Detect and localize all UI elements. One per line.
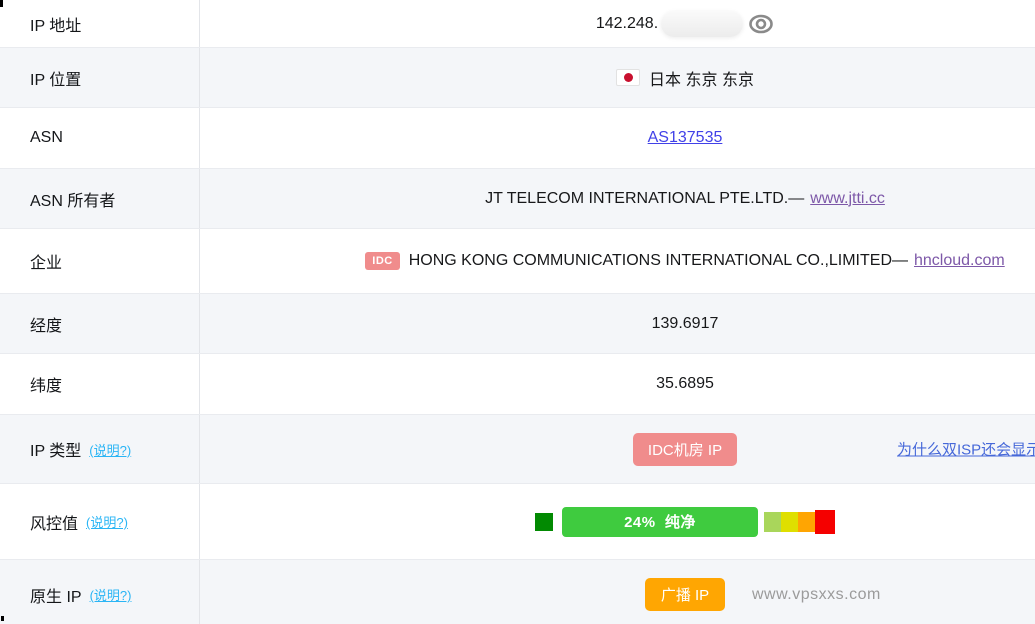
native-ip-help-link[interactable]: (说明?) xyxy=(89,588,132,603)
eye-icon[interactable] xyxy=(748,13,774,35)
label-cell: ASN xyxy=(0,108,200,168)
ip-type-badge: IDC机房 IP xyxy=(632,432,738,466)
idc-badge: IDC xyxy=(365,252,400,270)
table-row-ip-type: IP 类型 (说明?) IDC机房 IP 为什么双ISP还会显示 xyxy=(0,415,1035,484)
screenshot-edge-artifact xyxy=(0,0,3,7)
risk-scale-darkgreen-square xyxy=(535,512,553,531)
enterprise-text: HONG KONG COMMUNICATIONS INTERNATIONAL C… xyxy=(408,252,908,269)
redacted-ip-blur xyxy=(661,10,744,37)
risk-meter: 24% 纯净 xyxy=(535,506,835,537)
value-cell: 139.6917 xyxy=(200,294,1035,353)
row-label-native-ip: 原生 IP xyxy=(30,588,82,606)
risk-scale-orange-square xyxy=(798,511,815,532)
row-label-ip-type: IP 类型 xyxy=(30,443,82,460)
table-row-risk-value: 风控值 (说明?) 24% 纯净 xyxy=(0,484,1035,560)
label-cell: 企业 xyxy=(0,229,200,293)
ip-address-prefix: 142.248. xyxy=(595,14,659,32)
asn-owner-text: JT TELECOM INTERNATIONAL PTE.LTD.— xyxy=(485,189,805,207)
label-cell: IP 地址 xyxy=(0,0,200,47)
table-row-longitude: 经度 139.6917 xyxy=(0,294,1035,354)
value-cell: AS137535 xyxy=(200,108,1035,168)
asn-owner-website-link[interactable]: www.jtti.cc xyxy=(810,189,885,207)
value-cell: 日本 东京 东京 xyxy=(200,48,1035,107)
value-cell: 24% 纯净 xyxy=(200,484,1035,559)
label-cell: ASN 所有者 xyxy=(0,169,200,228)
dual-isp-question-link[interactable]: 为什么双ISP还会显示 xyxy=(897,441,1035,459)
risk-scale-lightgreen-square xyxy=(764,511,781,532)
label-cell: 风控值 (说明?) xyxy=(0,484,200,559)
value-cell: 35.6895 xyxy=(200,354,1035,414)
row-label-enterprise: 企业 xyxy=(30,255,63,272)
row-label-ip-address: IP 地址 xyxy=(30,17,82,35)
risk-score-pill: 24% 纯净 xyxy=(562,506,758,537)
label-cell: 纬度 xyxy=(0,354,200,414)
row-label-asn-owner: ASN 所有者 xyxy=(30,192,116,210)
table-row-enterprise: 企业 IDC HONG KONG COMMUNICATIONS INTERNAT… xyxy=(0,229,1035,294)
row-label-asn: ASN xyxy=(30,129,63,146)
label-cell: IP 类型 (说明?) xyxy=(0,415,200,483)
value-cell: 142.248. xyxy=(200,0,1035,47)
value-cell: IDC HONG KONG COMMUNICATIONS INTERNATION… xyxy=(200,229,1035,293)
ip-address-value: 142.248. xyxy=(595,10,774,37)
row-label-ip-location: IP 位置 xyxy=(30,71,82,89)
longitude-value: 139.6917 xyxy=(651,314,719,332)
risk-value-help-link[interactable]: (说明?) xyxy=(86,515,128,530)
site-watermark: www.vpsxxs.com xyxy=(752,585,881,603)
label-cell: 经度 xyxy=(0,294,200,353)
ip-type-help-link[interactable]: (说明?) xyxy=(89,442,132,458)
enterprise-website-link[interactable]: hncloud.com xyxy=(914,252,1005,269)
table-row-native-ip: 原生 IP (说明?) 广播 IP www.vpsxxs.com xyxy=(0,560,1035,624)
value-cell: IDC机房 IP 为什么双ISP还会显示 xyxy=(200,415,1035,483)
label-cell: 原生 IP (说明?) xyxy=(0,560,200,624)
table-row-ip-address: IP 地址 142.248. xyxy=(0,0,1035,48)
table-row-latitude: 纬度 35.6895 xyxy=(0,354,1035,415)
risk-scale-yellow-square xyxy=(781,511,798,532)
value-cell: 广播 IP www.vpsxxs.com xyxy=(200,560,1035,624)
value-cell: JT TELECOM INTERNATIONAL PTE.LTD.— www.j… xyxy=(200,169,1035,228)
risk-scale-red-square xyxy=(815,509,835,534)
asn-link[interactable]: AS137535 xyxy=(647,129,723,146)
ip-location-value: 日本 东京 东京 xyxy=(649,71,754,89)
table-row-asn: ASN AS137535 xyxy=(0,108,1035,169)
table-row-ip-location: IP 位置 日本 东京 东京 xyxy=(0,48,1035,108)
row-label-risk-value: 风控值 xyxy=(30,515,79,533)
screenshot-edge-artifact xyxy=(1,616,4,621)
table-row-asn-owner: ASN 所有者 JT TELECOM INTERNATIONAL PTE.LTD… xyxy=(0,169,1035,229)
broadcast-ip-badge: 广播 IP xyxy=(644,578,726,611)
row-label-longitude: 经度 xyxy=(30,317,63,335)
label-cell: IP 位置 xyxy=(0,48,200,107)
latitude-value: 35.6895 xyxy=(656,375,714,392)
row-label-latitude: 纬度 xyxy=(30,378,63,395)
japan-flag-icon xyxy=(616,69,641,86)
